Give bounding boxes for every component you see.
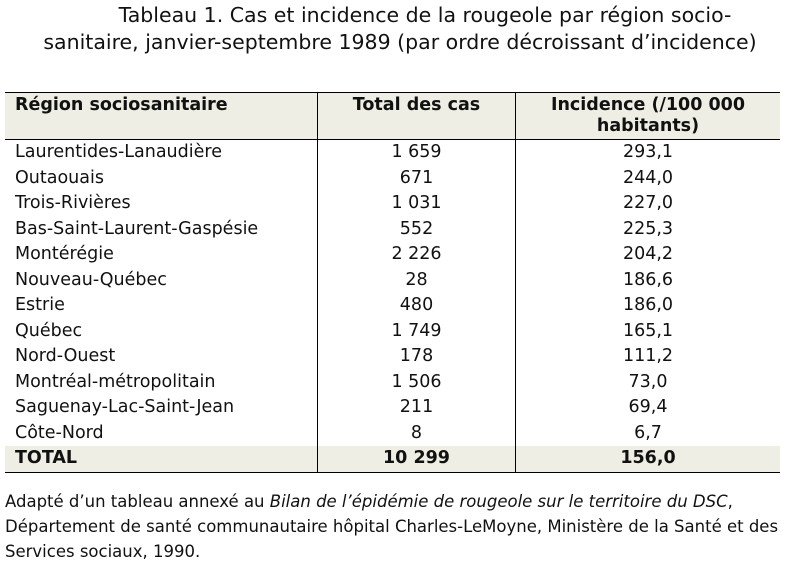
table-row: Outaouais 671 244,0 [5, 165, 780, 191]
table-row: Estrie 480 186,0 [5, 293, 780, 319]
table-cell: 1 506 [317, 369, 516, 395]
table-row: Nord-Ouest 178 111,2 [5, 344, 780, 370]
table-cell: 1 659 [317, 139, 516, 166]
table-cell: Montréal-métropolitain [15, 371, 216, 392]
table-cell: Côte-Nord [15, 422, 104, 443]
table-row: Nouveau-Québec 28 186,6 [5, 267, 780, 293]
table-cell: Nord-Ouest [15, 346, 116, 367]
header-row: Région sociosanitaire Total des cas Incide… [5, 92, 780, 140]
table-row: Laurentides-Lanaudière 1 659 293,1 [5, 139, 780, 166]
table-body: Laurentides-Lanaudière 1 659 293,1 Outaouai… [5, 139, 780, 473]
table-row: Côte-Nord 8 6,7 [5, 420, 780, 446]
table-cell: 204,2 [515, 242, 780, 268]
table-cell: 1 031 [317, 191, 516, 217]
table-row: Québec 1 749 165,1 [5, 318, 780, 344]
header-cell: Région sociosanitaire [5, 92, 318, 140]
footnote-citation: Bilan de l’épidémie de rougeole sur le t… [269, 492, 728, 511]
table-cell: 6,7 [515, 420, 780, 446]
footnote-text: , Département de santé communautaire hôp… [5, 492, 779, 561]
footnote-text: Adapté d’un tableau annexé au [5, 492, 270, 511]
table-row: Trois-Rivières 1 031 227,0 [5, 191, 780, 217]
table-cell: 671 [317, 165, 516, 191]
total-cell: 10 299 [317, 446, 516, 473]
table-cell: Estrie [15, 295, 65, 316]
table: Région sociosanitaire Total des cas Incide… [5, 92, 780, 473]
table-cell: 28 [317, 267, 516, 293]
table-cell: 73,0 [515, 369, 780, 395]
table-cell: Québec [15, 320, 83, 341]
header-cell: Incidence (/100 000 habitants) [515, 92, 780, 140]
footnote: Adapté d’un tableau annexé au Bilan de l… [5, 489, 800, 564]
title: Tableau 1. Cas et incidence de la rougeo… [0, 2, 800, 56]
title-line: Tableau 1. Cas et incidence de la rougeo… [118, 3, 732, 27]
table-cell: 1 749 [317, 318, 516, 344]
table-cell: 480 [317, 293, 516, 319]
total-cell: 156,0 [515, 446, 780, 473]
table-cell: 69,4 [515, 395, 780, 421]
table-cell: 165,1 [515, 318, 780, 344]
table-cell: 178 [317, 344, 516, 370]
table-cell: 186,6 [515, 267, 780, 293]
table-row: Montréal-métropolitain 1 506 73,0 [5, 369, 780, 395]
total-row: TOTAL 10 299 156,0 [5, 446, 780, 473]
table-cell: Laurentides-Lanaudière [15, 142, 222, 163]
table-cell: Montérégie [15, 244, 114, 265]
table-cell: 111,2 [515, 344, 780, 370]
table-cell: 225,3 [515, 216, 780, 242]
table-cell: Saguenay-Lac-Saint-Jean [15, 397, 235, 418]
total-cell: TOTAL [5, 446, 318, 473]
table-row: Bas-Saint-Laurent-Gaspésie 552 225,3 [5, 216, 780, 242]
table-row: Montérégie 2 226 204,2 [5, 242, 780, 268]
title-line: sanitaire, janvier-septembre 1989 (par o… [43, 30, 757, 54]
table-cell: Bas-Saint-Laurent-Gaspésie [15, 218, 259, 239]
table-cell: Outaouais [15, 167, 104, 188]
table-cell: 186,0 [515, 293, 780, 319]
table-cell: 2 226 [317, 242, 516, 268]
table-row: Saguenay-Lac-Saint-Jean 211 69,4 [5, 395, 780, 421]
table-cell: 227,0 [515, 191, 780, 217]
table-cell: 211 [317, 395, 516, 421]
table-cell: 244,0 [515, 165, 780, 191]
table-cell: 552 [317, 216, 516, 242]
table-cell: 293,1 [515, 139, 780, 166]
header-cell: Total des cas [317, 92, 516, 140]
table-cell: Trois-Rivières [15, 193, 131, 214]
table-cell: 8 [317, 420, 516, 446]
table-cell: Nouveau-Québec [15, 269, 167, 290]
